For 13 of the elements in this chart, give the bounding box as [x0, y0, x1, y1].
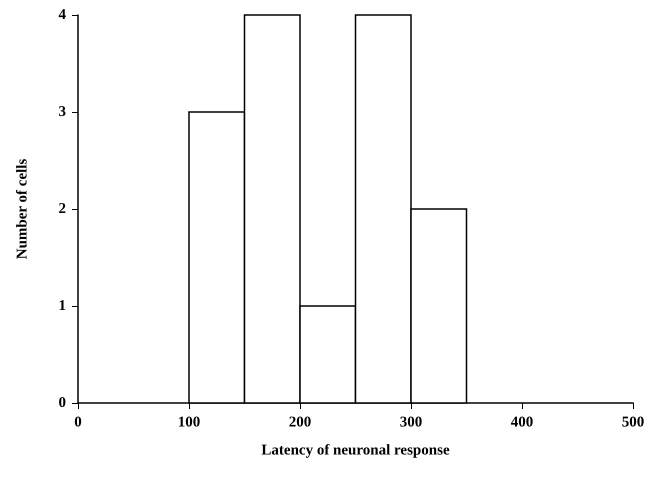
x-tick-label: 100 — [178, 414, 200, 430]
x-tick-label: 500 — [622, 414, 644, 430]
x-tick-label: 200 — [288, 414, 312, 430]
x-tick-label: 300 — [400, 414, 422, 430]
y-axis-title: Number of cells — [14, 158, 30, 260]
y-tick-label: 3 — [58, 104, 66, 120]
y-tick-label: 4 — [58, 7, 66, 23]
x-tick-label: 400 — [510, 414, 534, 430]
y-tick-label: 1 — [58, 298, 66, 314]
x-tick-label: 0 — [74, 414, 82, 430]
y-tick-label: 0 — [58, 395, 66, 411]
y-tick-label: 2 — [58, 201, 66, 217]
x-axis-title: Latency of neuronal response — [261, 442, 450, 458]
